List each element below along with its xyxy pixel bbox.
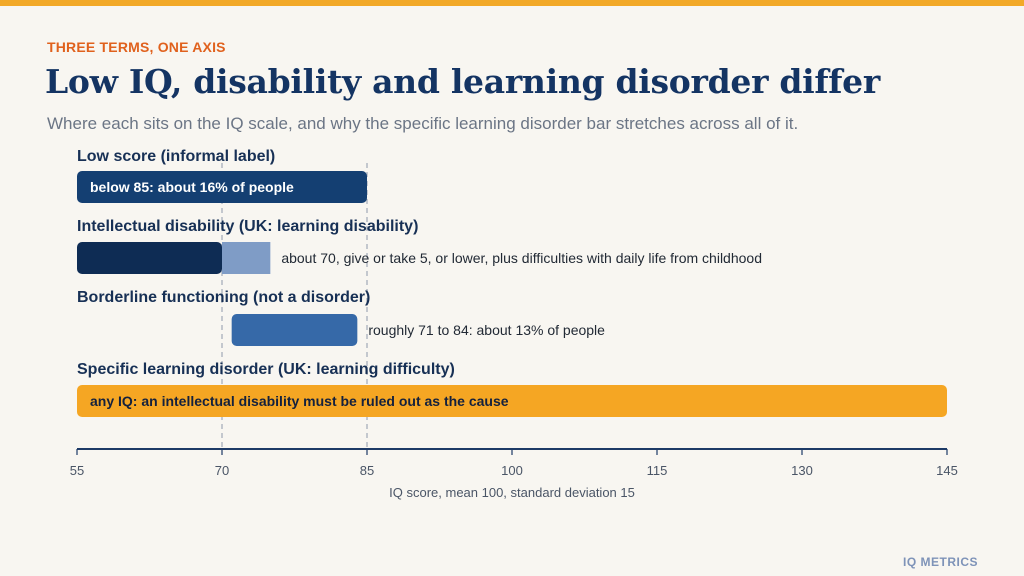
row-label-1: Low score (informal label)	[77, 148, 275, 165]
x-tick-label-130: 130	[791, 463, 813, 478]
subtitle: Where each sits on the IQ scale, and why…	[47, 114, 799, 133]
x-tick-label-100: 100	[501, 463, 523, 478]
bar-1	[77, 171, 367, 203]
x-tick-label-55: 55	[70, 463, 84, 478]
bar-annotation-1: below 85: about 16% of people	[90, 179, 294, 195]
bar-3	[231, 314, 358, 346]
x-axis-title: IQ score, mean 100, standard deviation 1…	[389, 485, 635, 500]
row-label-2: Intellectual disability (UK: learning di…	[77, 218, 418, 235]
row-label-3: Borderline functioning (not a disorder)	[77, 289, 370, 306]
x-tick-label-85: 85	[360, 463, 374, 478]
bar-annotation-2: about 70, give or take 5, or lower, plus…	[281, 250, 762, 266]
bar-2	[77, 242, 222, 274]
bar-annotation-4: any IQ: an intellectual disability must …	[90, 393, 509, 409]
row-label-4: Specific learning disorder (UK: learning…	[77, 361, 455, 378]
kicker: THREE TERMS, ONE AXIS	[47, 39, 226, 55]
page-title: Low IQ, disability and learning disorder…	[45, 62, 880, 101]
top-accent-bar	[0, 0, 1024, 6]
x-tick-label-145: 145	[936, 463, 958, 478]
brand-label: IQ METRICS	[902, 555, 978, 569]
x-tick-label-70: 70	[215, 463, 229, 478]
bar-annotation-3: roughly 71 to 84: about 13% of people	[368, 322, 605, 338]
x-tick-label-115: 115	[647, 463, 668, 478]
bar-fuzzy-2	[222, 242, 271, 274]
bar-4	[77, 385, 947, 417]
